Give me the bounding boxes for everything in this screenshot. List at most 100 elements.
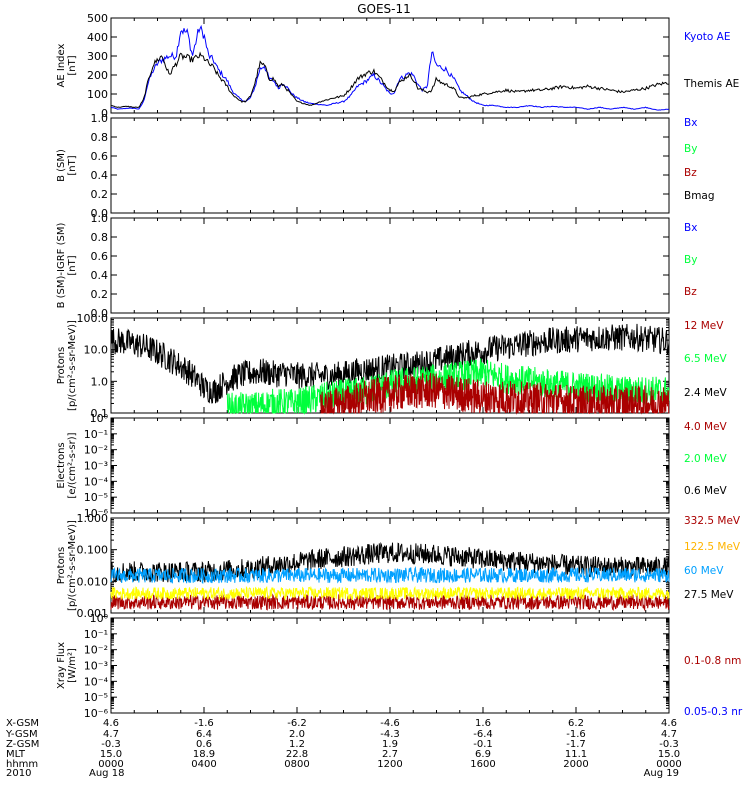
y-tick-label: 0.0 [91,207,109,220]
y-tick-label: 0.8 [91,231,109,244]
y-tick-label: 10⁻² [84,644,108,657]
legend-entry: 2.4 MeV [684,387,728,399]
legend-entry: By [684,254,697,266]
series-line-60-mev [110,565,670,584]
x-axis-value: 6.2 [568,718,584,729]
y-tick-label: 0.4 [91,169,109,182]
x-axis-value: 18.9 [193,749,215,760]
legend-entry: Bz [684,286,697,298]
y-axis-label: Xray Flux[W/m²] [56,642,78,689]
x-axis-value: -0.1 [473,739,493,750]
y-tick-label: 100.0 [77,312,109,325]
legend-entry: 122.5 MeV [684,541,741,553]
y-tick-label: 0.100 [77,544,109,557]
x-axis-row-label: X-GSM [6,718,39,729]
panel-frame [110,617,670,714]
legend-entry: 332.5 MeV [684,515,741,527]
x-axis-value: -4.3 [380,729,400,740]
y-tick-label: 10.0 [84,344,109,357]
y-tick-label: 10⁻² [84,444,108,457]
x-axis-value: -4.6 [380,718,400,729]
x-axis-row-label: Y-GSM [5,729,38,740]
y-tick-label: 200 [87,69,108,82]
y-axis-label: B (SM)-IGRF (SM)[nT] [56,223,78,309]
legend-entry: By [684,143,697,155]
panel-3: 0.0 0.2 0.4 0.6 0.8 1.0 B (SM)-IGRF (SM)[nT] Bx… [56,212,697,320]
x-axis-value: 15.0 [100,749,122,760]
legend-entry: 0.6 MeV [684,485,728,497]
legend-entry: 0.1-0.8 nm [684,655,741,667]
y-tick-label: 10⁻⁴ [84,475,109,488]
legend-entry: 27.5 MeV [684,589,734,601]
x-axis-value: 6.9 [475,749,491,760]
x-axis-value: 1.2 [289,739,305,750]
y-tick-label: 0.1 [91,407,109,420]
y-axis-label: Electrons[e/(cm²-s-sr)] [56,432,78,498]
x-axis-value: 22.8 [286,749,308,760]
panel-frame [110,417,670,514]
x-axis-value: 0400 [191,759,216,770]
legend-entry: 6.5 MeV [684,353,728,365]
x-axis-value: -1.6 [566,729,586,740]
x-axis-row-label: 2010 [6,768,31,779]
y-tick-label: 0.8 [91,131,109,144]
y-axis-label: AE Index[nT] [56,43,78,87]
y-tick-label: 0.6 [91,150,109,163]
y-tick-label: 0.6 [91,250,109,263]
x-axis-value: 0000 [656,759,681,770]
x-axis-value: 4.7 [103,729,119,740]
x-axis-value: 15.0 [658,749,680,760]
x-axis-annotation: X-GSMY-GSMZ-GSMMLThhmm20104.64.7-0.315.0… [5,718,682,779]
y-tick-label: 1.000 [77,512,109,525]
y-tick-label: 500 [87,12,108,25]
y-tick-label: 10⁻³ [84,460,108,473]
y-tick-label: 10⁻¹ [84,428,108,441]
legend-entry: 4.0 MeV [684,421,728,433]
y-tick-label: 400 [87,31,108,44]
y-axis-label: Protons[p/(cm²-s-sr-MeV)] [56,520,78,611]
x-axis-row-label: hhmm [6,759,38,770]
series-line-kyoto-ae [110,24,670,111]
series-line-themis-ae [110,51,670,109]
x-axis-value: -6.2 [287,718,307,729]
x-axis-value: -0.3 [659,739,679,750]
y-tick-label: 1.0 [91,112,109,125]
panel-6: 0.001 0.010 0.100 1.000Protons[p/(cm²-s-sr-… [56,512,741,620]
panel-frame [110,217,670,314]
x-axis-value: 1.9 [382,739,398,750]
x-axis-value: 6.4 [196,729,212,740]
x-axis-value: -6.4 [473,729,493,740]
y-tick-label: 10⁻⁵ [84,691,108,704]
x-axis-value: 4.6 [103,718,119,729]
legend-entry: Bx [684,222,697,234]
x-axis-value: 4.7 [661,729,677,740]
series-line-12-mev [319,372,670,415]
x-axis-value: 0.6 [196,739,212,750]
x-axis-value: 11.1 [565,749,587,760]
x-axis-row-label: Z-GSM [6,739,39,750]
x-axis-value: 4.6 [661,718,677,729]
x-axis-value: 1600 [470,759,495,770]
y-tick-label: 10⁻⁶ [84,707,109,720]
y-axis-label: B (SM)[nT] [56,149,78,182]
y-tick-label: 0.0 [91,307,109,320]
y-tick-label: 0 [101,107,108,120]
legend-entry: Themis AE [683,78,739,90]
panel-7: 10⁻⁶ 10⁻⁵ 10⁻⁴ 10⁻³ 10⁻² 10⁻¹ 10⁰ Xray Flux[W/m… [56,612,743,720]
panel-5: 10⁻⁶ 10⁻⁵ 10⁻⁴ 10⁻³ 10⁻² 10⁻¹ 10⁰ Electrons[e/(… [56,412,728,520]
x-axis-value: -1.6 [194,718,214,729]
x-axis-value: 2.7 [382,749,398,760]
y-tick-label: 10⁻¹ [84,628,108,641]
x-axis-value: -1.7 [566,739,586,750]
y-tick-label: 10⁻³ [84,660,108,673]
x-axis-value: 1.6 [475,718,491,729]
series-line-332-5-mev [110,593,670,612]
x-axis-value: 2.0 [289,729,305,740]
x-axis-row-label: MLT [6,749,26,760]
y-tick-label: 10⁻⁵ [84,491,108,504]
y-axis-label: Protons[p/(cm²-s-sr-MeV)] [56,320,78,411]
y-tick-label: 0.010 [77,575,109,588]
x-axis-value: 1200 [377,759,402,770]
